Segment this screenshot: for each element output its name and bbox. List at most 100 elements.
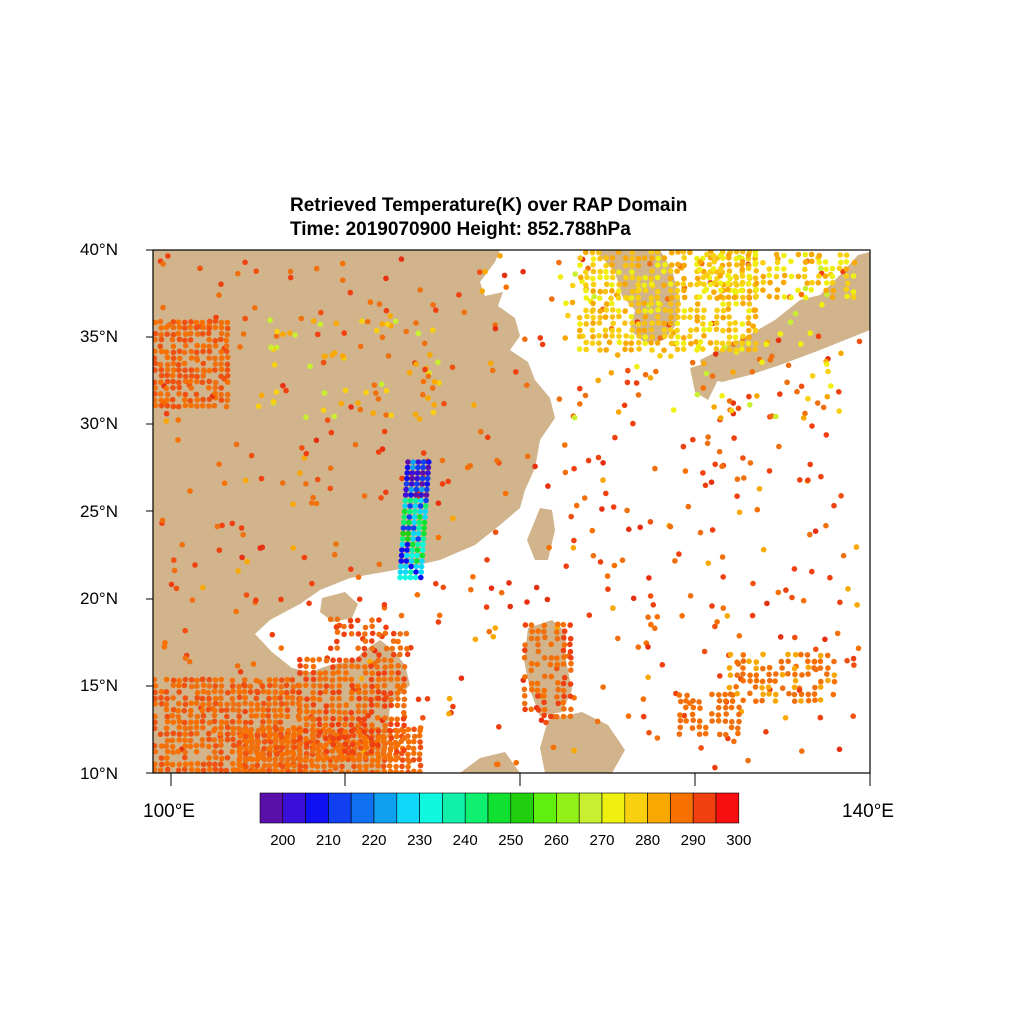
observation-point: [635, 255, 642, 262]
observation-point: [710, 252, 717, 259]
observation-point: [218, 695, 224, 701]
observation-point: [423, 497, 429, 504]
observation-point: [267, 739, 274, 745]
observation-point: [431, 402, 437, 408]
observation-point: [629, 320, 635, 326]
observation-point: [230, 767, 237, 773]
observation-point: [376, 652, 382, 658]
observation-point: [416, 756, 423, 763]
observation-point: [739, 346, 745, 352]
observation-point: [368, 709, 375, 715]
observation-point: [681, 294, 688, 301]
observation-point: [567, 693, 574, 700]
observation-point: [561, 674, 568, 681]
observation-point: [645, 614, 651, 620]
observation-point: [336, 695, 342, 702]
observation-point: [381, 682, 388, 689]
observation-point: [168, 581, 175, 588]
observation-point: [675, 314, 681, 321]
observation-point: [636, 339, 642, 346]
observation-point: [740, 455, 746, 461]
observation-point: [330, 741, 336, 748]
observation-point: [622, 308, 628, 314]
observation-point: [182, 725, 189, 732]
observation-point: [628, 313, 635, 320]
observation-point: [628, 340, 635, 347]
observation-point: [734, 672, 740, 678]
observation-point: [242, 315, 248, 322]
observation-point: [290, 545, 297, 551]
observation-point: [413, 486, 420, 493]
observation-point: [308, 500, 315, 506]
observation-point: [446, 710, 452, 717]
observation-point: [571, 537, 577, 544]
observation-point: [158, 331, 164, 338]
observation-point: [745, 757, 751, 764]
observation-point: [200, 713, 207, 719]
observation-point: [218, 688, 224, 695]
observation-point: [368, 735, 375, 741]
observation-point: [542, 634, 548, 641]
observation-point: [182, 391, 189, 398]
observation-point: [705, 560, 712, 566]
observation-point: [404, 541, 411, 548]
observation-point: [405, 739, 412, 745]
observation-point: [153, 743, 158, 749]
observation-point: [164, 761, 170, 767]
observation-point: [284, 707, 291, 713]
observation-point: [206, 676, 213, 683]
observation-point: [342, 709, 348, 716]
observation-point: [648, 308, 654, 314]
observation-point: [248, 707, 255, 713]
observation-point: [412, 574, 419, 581]
observation-point: [528, 622, 535, 628]
observation-point: [554, 694, 560, 700]
observation-point: [236, 718, 242, 725]
observation-point: [332, 763, 339, 770]
observation-point: [655, 255, 661, 262]
observation-point: [635, 300, 642, 307]
observation-point: [182, 331, 189, 337]
observation-point: [314, 763, 321, 770]
observation-point: [785, 658, 791, 665]
observation-point: [355, 708, 362, 715]
observation-point: [388, 657, 394, 664]
observation-point: [206, 355, 212, 361]
observation-point: [322, 353, 328, 360]
observation-point: [622, 346, 628, 353]
observation-point: [252, 305, 258, 311]
observation-point: [153, 713, 158, 720]
observation-point: [381, 696, 388, 703]
observation-point: [791, 665, 798, 672]
observation-point: [739, 279, 746, 286]
observation-point: [212, 766, 219, 773]
observation-point: [624, 507, 630, 514]
observation-point: [681, 287, 687, 294]
observation-point: [405, 459, 411, 465]
observation-point: [417, 727, 423, 734]
observation-point: [766, 266, 773, 272]
observation-point: [522, 336, 528, 343]
observation-point: [436, 380, 442, 386]
observation-point: [726, 314, 732, 320]
observation-point: [705, 434, 711, 440]
observation-point: [194, 378, 200, 385]
observation-point: [688, 307, 694, 313]
observation-point: [336, 683, 343, 689]
observation-point: [583, 295, 590, 301]
observation-point: [716, 731, 723, 738]
observation-point: [308, 757, 315, 764]
observation-point: [609, 314, 616, 320]
observation-point: [323, 715, 329, 722]
observation-point: [189, 597, 196, 603]
observation-point: [211, 712, 218, 719]
observation-point: [401, 709, 407, 716]
observation-point: [329, 722, 335, 728]
observation-point: [330, 708, 336, 715]
observation-point: [318, 309, 324, 316]
observation-point: [217, 701, 224, 708]
observation-point: [414, 470, 421, 476]
observation-point: [779, 685, 786, 691]
observation-point: [731, 738, 737, 745]
observation-point: [199, 319, 206, 326]
